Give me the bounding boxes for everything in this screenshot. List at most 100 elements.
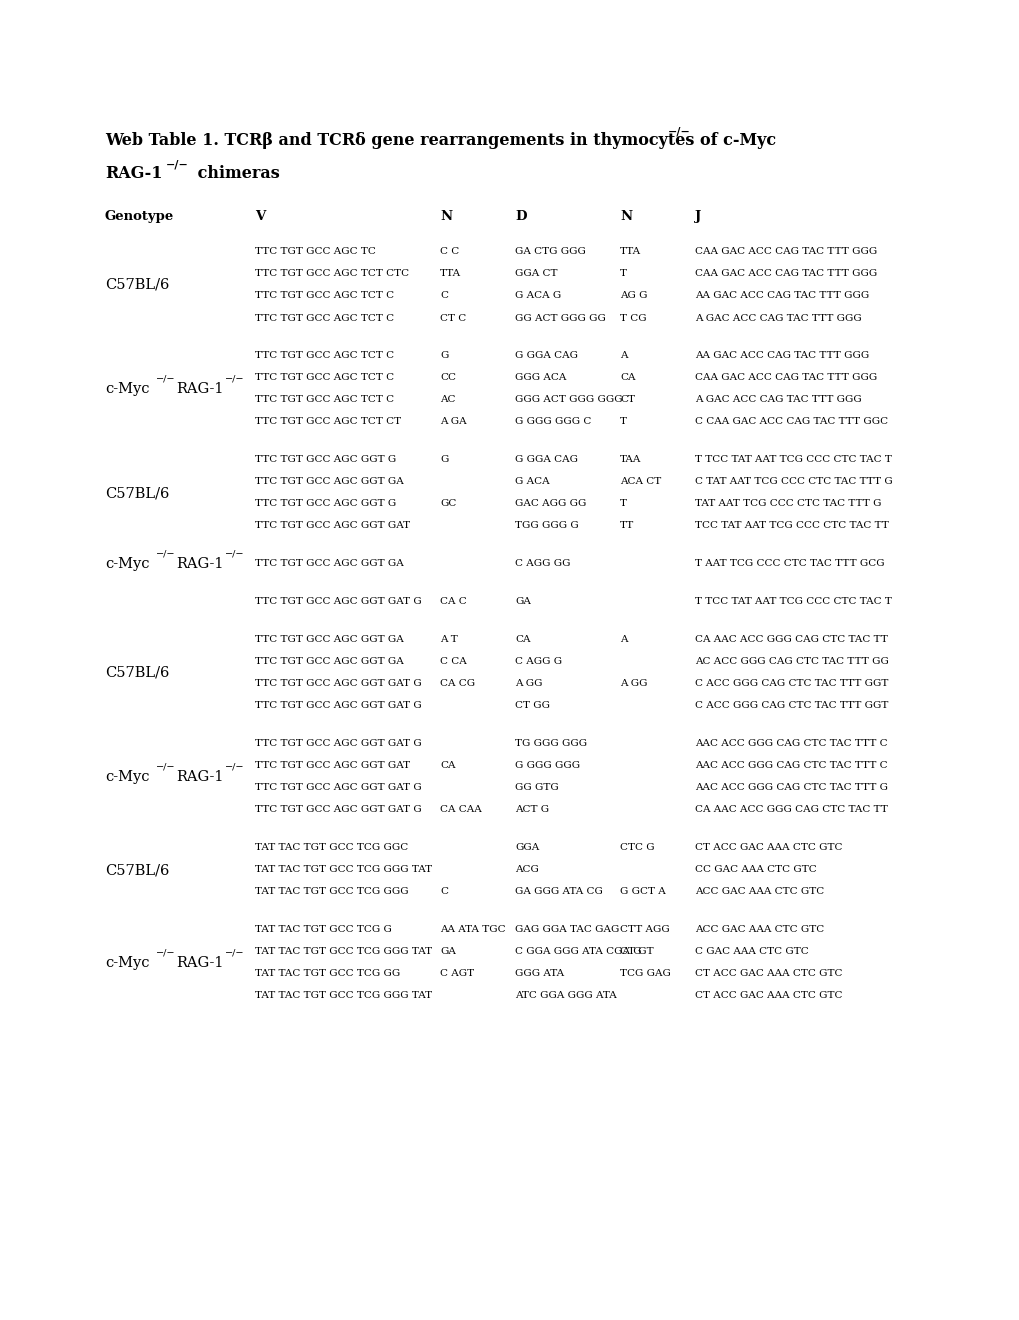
Text: CA: CA xyxy=(620,374,635,383)
Text: ATC GGA GGG ATA: ATC GGA GGG ATA xyxy=(515,991,616,1001)
Text: GAG GGA TAC GAG: GAG GGA TAC GAG xyxy=(515,925,619,935)
Text: G: G xyxy=(439,351,448,360)
Text: AA GAC ACC CAG TAC TTT GGG: AA GAC ACC CAG TAC TTT GGG xyxy=(694,292,868,301)
Text: GGA: GGA xyxy=(515,843,539,853)
Text: AG G: AG G xyxy=(620,292,647,301)
Text: TTC TGT GCC AGC GGT GAT: TTC TGT GCC AGC GGT GAT xyxy=(255,521,410,531)
Text: TAT TAC TGT GCC TCG GGC: TAT TAC TGT GCC TCG GGC xyxy=(255,843,408,853)
Text: C57BL/6: C57BL/6 xyxy=(105,279,169,292)
Text: CA: CA xyxy=(439,762,455,771)
Text: −/−: −/− xyxy=(156,949,175,957)
Text: TAT AAT TCG CCC CTC TAC TTT G: TAT AAT TCG CCC CTC TAC TTT G xyxy=(694,499,880,508)
Text: RAG-1: RAG-1 xyxy=(176,381,224,396)
Text: T AAT TCG CCC CTC TAC TTT GCG: T AAT TCG CCC CTC TAC TTT GCG xyxy=(694,560,883,569)
Text: c-Myc: c-Myc xyxy=(105,381,150,396)
Text: G ACA: G ACA xyxy=(515,478,549,487)
Text: T TCC TAT AAT TCG CCC CTC TAC T: T TCC TAT AAT TCG CCC CTC TAC T xyxy=(694,455,891,465)
Text: GA: GA xyxy=(439,948,455,957)
Text: TTC TGT GCC AGC GGT G: TTC TGT GCC AGC GGT G xyxy=(255,499,395,508)
Text: C: C xyxy=(439,887,447,896)
Text: TTC TGT GCC AGC TCT CT: TTC TGT GCC AGC TCT CT xyxy=(255,417,400,426)
Text: TTA: TTA xyxy=(620,248,641,256)
Text: A GG: A GG xyxy=(515,680,542,689)
Text: ACC GAC AAA CTC GTC: ACC GAC AAA CTC GTC xyxy=(694,925,823,935)
Text: GG GTG: GG GTG xyxy=(515,784,558,792)
Text: −/−: −/− xyxy=(156,763,175,772)
Text: −/−: −/− xyxy=(225,949,245,957)
Text: GGG ACT GGG GGG: GGG ACT GGG GGG xyxy=(515,396,622,404)
Text: T: T xyxy=(620,269,627,279)
Text: TAT TAC TGT GCC TCG GGG TAT: TAT TAC TGT GCC TCG GGG TAT xyxy=(255,948,432,957)
Text: RAG-1: RAG-1 xyxy=(176,956,224,970)
Text: GA: GA xyxy=(515,598,530,606)
Text: C AGG G: C AGG G xyxy=(515,657,561,667)
Text: TAT TAC TGT GCC TCG G: TAT TAC TGT GCC TCG G xyxy=(255,925,391,935)
Text: TAT TAC TGT GCC TCG GGG TAT: TAT TAC TGT GCC TCG GGG TAT xyxy=(255,866,432,875)
Text: TGG GGG G: TGG GGG G xyxy=(515,521,578,531)
Text: CTC G: CTC G xyxy=(620,843,654,853)
Text: A GAC ACC CAG TAC TTT GGG: A GAC ACC CAG TAC TTT GGG xyxy=(694,314,861,322)
Text: AC: AC xyxy=(439,396,455,404)
Text: TAT TAC TGT GCC TCG GGG TAT: TAT TAC TGT GCC TCG GGG TAT xyxy=(255,991,432,1001)
Text: GA CTG GGG: GA CTG GGG xyxy=(515,248,585,256)
Text: AAC ACC GGG CAG CTC TAC TTT C: AAC ACC GGG CAG CTC TAC TTT C xyxy=(694,739,887,748)
Text: TTC TGT GCC AGC TCT CTC: TTC TGT GCC AGC TCT CTC xyxy=(255,269,409,279)
Text: CA AAC ACC GGG CAG CTC TAC TT: CA AAC ACC GGG CAG CTC TAC TT xyxy=(694,635,887,644)
Text: C57BL/6: C57BL/6 xyxy=(105,486,169,500)
Text: GGA CT: GGA CT xyxy=(515,269,557,279)
Text: TTC TGT GCC AGC GGT GA: TTC TGT GCC AGC GGT GA xyxy=(255,635,404,644)
Text: TTC TGT GCC AGC TCT C: TTC TGT GCC AGC TCT C xyxy=(255,292,393,301)
Text: G ACA G: G ACA G xyxy=(515,292,560,301)
Text: AAC ACC GGG CAG CTC TAC TTT G: AAC ACC GGG CAG CTC TAC TTT G xyxy=(694,784,888,792)
Text: TTC TGT GCC AGC GGT GAT G: TTC TGT GCC AGC GGT GAT G xyxy=(255,784,421,792)
Text: CAA GAC ACC CAG TAC TTT GGG: CAA GAC ACC CAG TAC TTT GGG xyxy=(694,248,876,256)
Text: A GAC ACC CAG TAC TTT GGG: A GAC ACC CAG TAC TTT GGG xyxy=(694,396,861,404)
Text: GGG ATA: GGG ATA xyxy=(515,969,564,978)
Text: A GA: A GA xyxy=(439,417,466,426)
Text: C CA: C CA xyxy=(439,657,467,667)
Text: CA CG: CA CG xyxy=(439,680,475,689)
Text: TTC TGT GCC AGC TCT C: TTC TGT GCC AGC TCT C xyxy=(255,351,393,360)
Text: −/−: −/− xyxy=(156,375,175,384)
Text: TTC TGT GCC AGC GGT GA: TTC TGT GCC AGC GGT GA xyxy=(255,560,404,569)
Text: ACA CT: ACA CT xyxy=(620,478,660,487)
Text: T: T xyxy=(620,417,627,426)
Text: TTC TGT GCC AGC GGT GAT G: TTC TGT GCC AGC GGT GAT G xyxy=(255,701,421,710)
Text: TTC TGT GCC AGC GGT GA: TTC TGT GCC AGC GGT GA xyxy=(255,478,404,487)
Text: CA AAC ACC GGG CAG CTC TAC TT: CA AAC ACC GGG CAG CTC TAC TT xyxy=(694,805,887,814)
Text: C GAC AAA CTC GTC: C GAC AAA CTC GTC xyxy=(694,948,808,957)
Text: −/−: −/− xyxy=(225,375,245,384)
Text: CT ACC GAC AAA CTC GTC: CT ACC GAC AAA CTC GTC xyxy=(694,843,842,853)
Text: CT: CT xyxy=(620,396,635,404)
Text: GAC AGG GG: GAC AGG GG xyxy=(515,499,586,508)
Text: TTC TGT GCC AGC GGT GAT: TTC TGT GCC AGC GGT GAT xyxy=(255,762,410,771)
Text: GA GGG ATA CG: GA GGG ATA CG xyxy=(515,887,602,896)
Text: C CAA GAC ACC CAG TAC TTT GGC: C CAA GAC ACC CAG TAC TTT GGC xyxy=(694,417,888,426)
Text: G GGG GGG: G GGG GGG xyxy=(515,762,580,771)
Text: TTC TGT GCC AGC GGT GAT G: TTC TGT GCC AGC GGT GAT G xyxy=(255,680,421,689)
Text: N: N xyxy=(620,210,632,223)
Text: AA GAC ACC CAG TAC TTT GGG: AA GAC ACC CAG TAC TTT GGG xyxy=(694,351,868,360)
Text: T TCC TAT AAT TCG CCC CTC TAC T: T TCC TAT AAT TCG CCC CTC TAC T xyxy=(694,598,891,606)
Text: CA: CA xyxy=(515,635,530,644)
Text: TTC TGT GCC AGC GGT G: TTC TGT GCC AGC GGT G xyxy=(255,455,395,465)
Text: TTC TGT GCC AGC GGT GAT G: TTC TGT GCC AGC GGT GAT G xyxy=(255,805,421,814)
Text: V: V xyxy=(255,210,265,223)
Text: AAC ACC GGG CAG CTC TAC TTT C: AAC ACC GGG CAG CTC TAC TTT C xyxy=(694,762,887,771)
Text: TTC TGT GCC AGC TCT C: TTC TGT GCC AGC TCT C xyxy=(255,374,393,383)
Text: RAG-1: RAG-1 xyxy=(105,165,162,182)
Text: G GGG GGG C: G GGG GGG C xyxy=(515,417,591,426)
Text: c-Myc: c-Myc xyxy=(105,770,150,784)
Text: C AGT: C AGT xyxy=(439,969,474,978)
Text: TTC TGT GCC AGC GGT GAT G: TTC TGT GCC AGC GGT GAT G xyxy=(255,739,421,748)
Text: RAG-1: RAG-1 xyxy=(176,770,224,784)
Text: CAA GAC ACC CAG TAC TTT GGG: CAA GAC ACC CAG TAC TTT GGG xyxy=(694,374,876,383)
Text: G GGA CAG: G GGA CAG xyxy=(515,455,578,465)
Text: CT ACC GAC AAA CTC GTC: CT ACC GAC AAA CTC GTC xyxy=(694,991,842,1001)
Text: CT GT: CT GT xyxy=(620,948,653,957)
Text: ACC GAC AAA CTC GTC: ACC GAC AAA CTC GTC xyxy=(694,887,823,896)
Text: CT GG: CT GG xyxy=(515,701,549,710)
Text: C57BL/6: C57BL/6 xyxy=(105,863,169,876)
Text: chimeras: chimeras xyxy=(192,165,279,182)
Text: CA CAA: CA CAA xyxy=(439,805,481,814)
